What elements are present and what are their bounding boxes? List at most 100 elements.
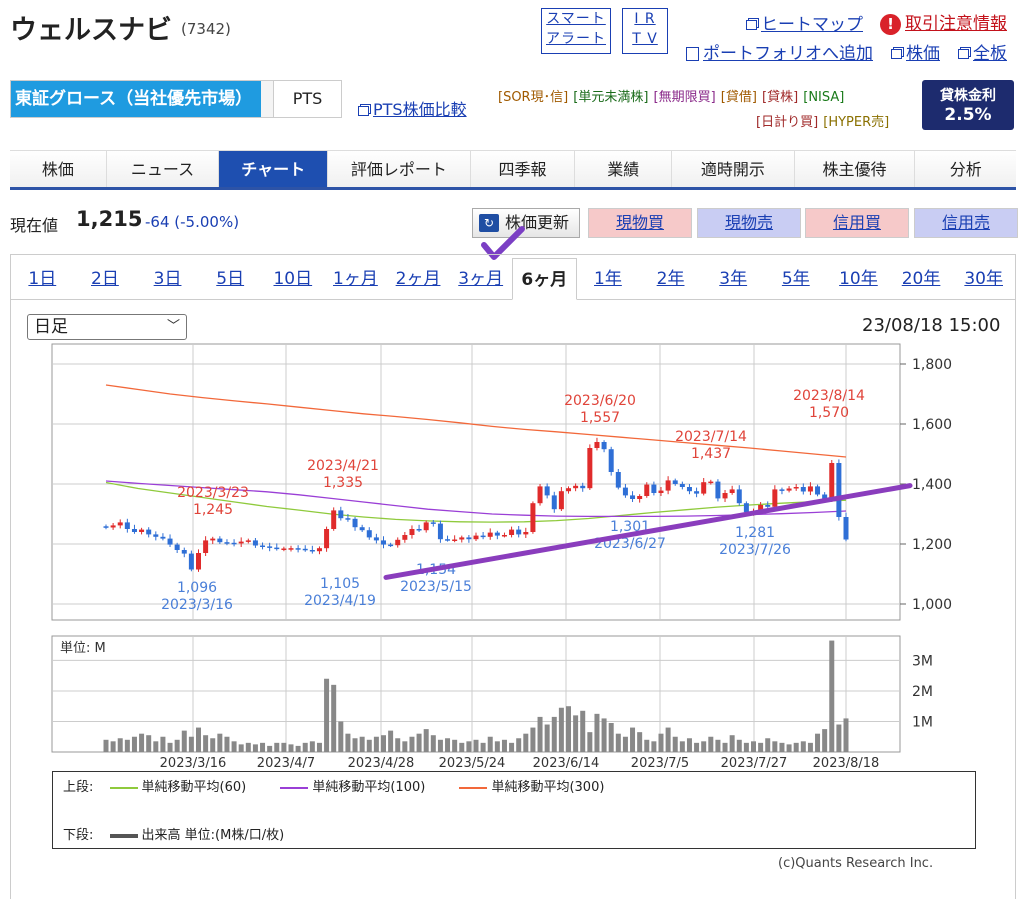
period-tab-14[interactable]: 20年 [901, 269, 941, 289]
tab-benefits[interactable]: 株主優待 [794, 151, 916, 187]
volume-bar [309, 741, 315, 752]
volume-bar [523, 733, 529, 752]
period-tab-12[interactable]: 5年 [781, 269, 810, 289]
ma-line-1 [105, 480, 847, 518]
volume-bar [445, 738, 451, 752]
volume-bar [203, 735, 209, 752]
tab-earnings[interactable]: 業績 [575, 151, 673, 187]
irtv-button[interactable]: I R T V [622, 8, 668, 54]
trendline-annotation [383, 483, 913, 580]
candle-body [274, 547, 280, 550]
candle-body [672, 480, 678, 484]
volume-bar [537, 716, 543, 752]
volume-bar [765, 738, 771, 752]
volume-bar [743, 742, 749, 752]
period-tab-3[interactable]: 5日 [216, 269, 245, 289]
legend-swatch-ma300 [459, 786, 488, 789]
period-tab-0[interactable]: 1日 [28, 269, 57, 289]
window-icon [891, 49, 902, 59]
candle-body [395, 539, 401, 546]
volume-bar [160, 736, 166, 752]
tab-report[interactable]: 評価レポート [328, 151, 471, 187]
tab-disclosure[interactable]: 適時開示 [672, 151, 795, 187]
legend-ma60: 単純移動平均(60) [141, 780, 247, 795]
period-tab-8[interactable]: 6ヶ月 [512, 258, 577, 300]
refresh-button[interactable]: ↻ 株価更新 [472, 208, 580, 238]
candle-body [188, 553, 194, 570]
period-tab-9[interactable]: 1年 [594, 269, 622, 289]
volume-bar [644, 739, 650, 752]
tab-stockprice[interactable]: 株価 [10, 151, 107, 187]
tab-chart[interactable]: チャート [219, 151, 329, 187]
period-tab-2[interactable]: 3日 [153, 269, 182, 289]
volume-bar [174, 739, 180, 752]
market-tab-pts[interactable]: PTS [273, 81, 341, 117]
volume-bar [601, 718, 607, 752]
tab-shikiho[interactable]: 四季報 [470, 151, 576, 187]
pts-compare-link[interactable]: PTS株価比較 [358, 96, 467, 120]
period-tab-6[interactable]: 2ヶ月 [395, 269, 441, 289]
volume-bar [509, 742, 515, 752]
candle-body [217, 538, 223, 543]
period-tab-15[interactable]: 30年 [964, 269, 1003, 289]
candle-body [530, 503, 536, 532]
candle-body [366, 530, 372, 538]
candle-body [174, 544, 180, 550]
stockprice-label: 株価 [906, 44, 940, 64]
portfolio-link[interactable]: ポートフォリオへ追加 [686, 39, 873, 64]
period-tab-5[interactable]: 1ヶ月 [333, 269, 378, 289]
volume-bar [139, 733, 145, 752]
candle-body [587, 448, 593, 489]
tab-news[interactable]: ニュース [106, 151, 220, 187]
volume-bar [316, 742, 322, 752]
period-tab-11[interactable]: 3年 [719, 269, 748, 289]
cash-sell-button[interactable]: 現物売 [697, 208, 801, 238]
candle-body [117, 522, 123, 526]
margin-sell-button[interactable]: 信用売 [914, 208, 1018, 238]
low-annotation-value: 1,281 [735, 525, 775, 541]
stockprice-link[interactable]: 株価 [891, 39, 940, 64]
caution-label: 取引注意情報 [905, 14, 1007, 34]
volume-bar [551, 716, 557, 752]
period-tab-1[interactable]: 2日 [91, 269, 119, 289]
volume-bar [359, 736, 365, 752]
candle-body [302, 548, 308, 551]
period-tab-4[interactable]: 10日 [273, 269, 313, 289]
volume-bar [608, 723, 614, 752]
refresh-icon: ↻ [479, 214, 499, 232]
candle-body [573, 485, 579, 489]
candle-body [452, 539, 458, 541]
margin-buy-button[interactable]: 信用買 [805, 208, 909, 238]
period-tabs: 1日 2日 3日 5日 10日 1ヶ月 2ヶ月 3ヶ月 6ヶ月 1年 2年 3年 5年 10年 20年 30年 [11, 258, 1015, 300]
candle-body [210, 538, 216, 541]
chart-type-select[interactable]: 日足 ﹀ [27, 314, 187, 340]
caution-link[interactable]: ! 取引注意情報 [880, 9, 1007, 35]
candle-body [331, 510, 337, 529]
candle-body [324, 529, 330, 549]
volume-bar [416, 733, 422, 752]
period-tab-10[interactable]: 2年 [656, 269, 685, 289]
period-tab-7[interactable]: 3ヶ月 [458, 269, 504, 289]
market-tab-tse-growth[interactable]: 東証グロース（当社優先市場） [11, 81, 261, 117]
volume-bar [324, 678, 330, 752]
volume-bar [124, 739, 130, 752]
volume-bar [665, 727, 671, 752]
heatmap-link[interactable]: ヒートマップ [746, 10, 863, 35]
chart-type-value: 日足 [34, 317, 68, 337]
date-tick-label: 2023/6/14 [533, 756, 600, 771]
period-tab-13[interactable]: 10年 [839, 269, 878, 289]
candle-body [288, 548, 294, 550]
candle-body [473, 535, 479, 540]
candle-body [139, 529, 145, 532]
ma-line-0 [105, 481, 847, 523]
legend-volume: 出来高 単位:(M株/口/枚) [141, 828, 285, 843]
fullboard-link[interactable]: 全板 [958, 39, 1007, 64]
price-tick-label: 1,800 [912, 357, 952, 373]
tab-analysis[interactable]: 分析 [915, 151, 1017, 187]
cash-buy-button[interactable]: 現物買 [588, 208, 692, 238]
chart-legend: 上段: 単純移動平均(60) 単純移動平均(100) 単純移動平均(300) 下… [52, 771, 976, 849]
candle-body [430, 522, 436, 524]
volume-bar [480, 742, 486, 752]
smart-alert-button[interactable]: スマート アラート [541, 8, 611, 54]
